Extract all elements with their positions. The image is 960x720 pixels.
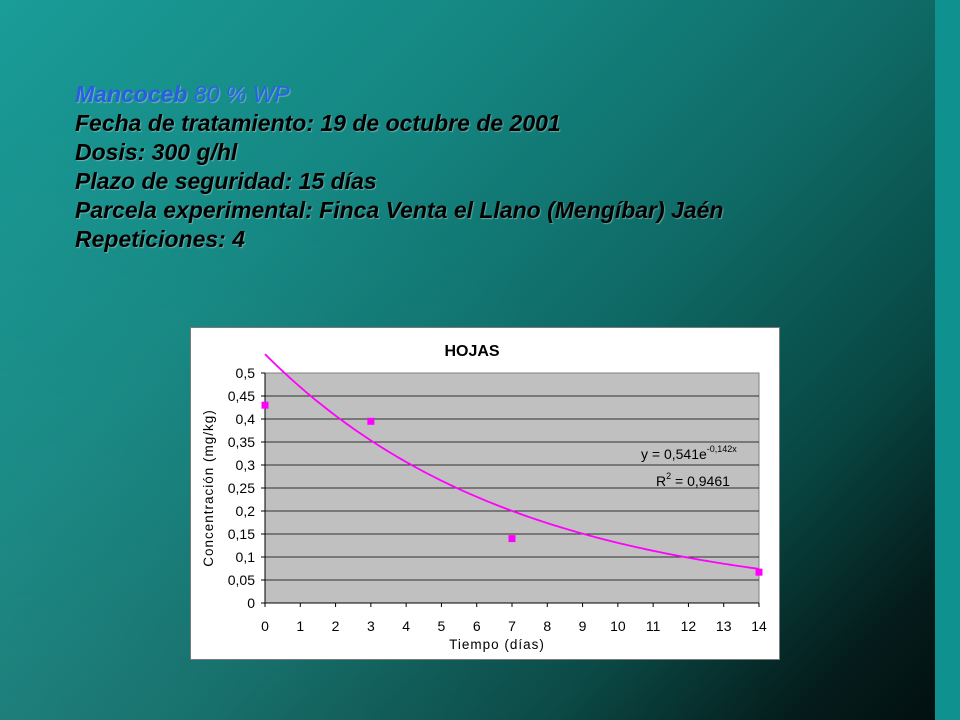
data-point [261, 401, 269, 409]
chart-container: HOJAS 0 0,05 0,1 0,15 0,2 0,25 0,3 0,35 0,4 0,45 0,… [190, 327, 780, 660]
r-squared-label: R2 = 0,9461 [656, 471, 730, 489]
treatment-date: Fecha de tratamiento: 19 de octubre de 2… [75, 110, 561, 136]
chart-title: HOJAS [444, 343, 499, 360]
equation-base: y = 0,541e [641, 446, 707, 462]
x-tick-label: 3 [367, 618, 375, 634]
repetitions: Repeticiones: 4 [75, 226, 245, 252]
safety-period: Plazo de seguridad: 15 días [75, 168, 377, 194]
data-point [755, 568, 763, 576]
y-tick-label: 0,35 [228, 434, 255, 450]
y-tick-label: 0,25 [228, 480, 255, 496]
y-tick-label: 0 [247, 595, 255, 611]
right-edge-stripe [935, 0, 960, 720]
exponential-trendline [264, 353, 760, 570]
x-tick-label: 4 [402, 618, 410, 634]
y-tick-label: 0,1 [236, 549, 256, 565]
x-tick-label: 6 [473, 618, 481, 634]
y-tick-label: 0,05 [228, 572, 255, 588]
slide-header: Mancoceb 80 % WP Fecha de tratamiento: 1… [75, 80, 925, 254]
y-tick-label: 0,4 [236, 411, 256, 427]
data-point [508, 535, 516, 543]
r-squared-value: = 0,9461 [671, 473, 730, 489]
x-tick-label: 9 [579, 618, 587, 634]
x-tick-label: 8 [543, 618, 551, 634]
chart-svg: HOJAS 0 0,05 0,1 0,15 0,2 0,25 0,3 0,35 0,4 0,45 0,… [201, 343, 767, 652]
x-tick-label: 13 [716, 618, 732, 634]
y-tick-label: 0,2 [236, 503, 256, 519]
x-tick-label: 14 [751, 618, 767, 634]
product-name: Mancoceb [75, 81, 188, 107]
y-tick-label: 0,45 [228, 388, 255, 404]
trendline-equation: y = 0,541e-0,142x [641, 444, 737, 462]
r-squared-letter: R [656, 473, 666, 489]
y-tick-label: 0,3 [236, 457, 256, 473]
x-axis-title: Tiempo (días) [449, 637, 545, 652]
y-tick-label: 0,15 [228, 526, 255, 542]
x-tick-label: 2 [332, 618, 340, 634]
x-tick-label: 11 [646, 618, 661, 634]
x-tick-label: 12 [681, 618, 697, 634]
dose: Dosis: 300 g/hl [75, 139, 238, 165]
product-title: Mancoceb 80 % WP [75, 80, 925, 109]
y-axis-title: Concentración (mg/kg) [201, 409, 216, 567]
x-tick-label: 10 [610, 618, 626, 634]
x-tick-label: 5 [438, 618, 446, 634]
equation-exponent: -0,142x [707, 444, 738, 454]
data-point [367, 417, 375, 425]
r-squared-sup: 2 [666, 471, 671, 481]
x-tick-label: 1 [296, 618, 304, 634]
x-tick-label: 0 [261, 618, 269, 634]
experimental-plot: Parcela experimental: Finca Venta el Lla… [75, 197, 724, 223]
product-formulation: 80 % WP [187, 81, 290, 107]
y-tick-label: 0,5 [236, 365, 256, 381]
x-tick-label: 7 [508, 618, 516, 634]
